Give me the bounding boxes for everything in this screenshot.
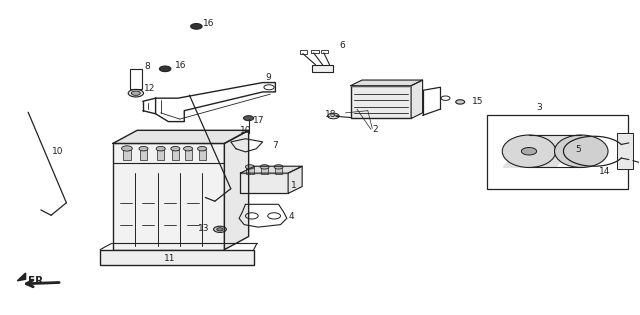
Bar <box>198 150 205 160</box>
Polygon shape <box>225 130 248 249</box>
Bar <box>487 115 628 189</box>
Bar <box>123 150 131 160</box>
Text: 16: 16 <box>175 60 186 70</box>
Circle shape <box>131 91 140 95</box>
Circle shape <box>198 146 207 151</box>
Circle shape <box>122 146 132 151</box>
Bar <box>184 150 191 160</box>
Bar <box>312 65 333 72</box>
Circle shape <box>639 162 640 166</box>
Circle shape <box>456 100 465 104</box>
Circle shape <box>274 165 283 169</box>
Text: 10: 10 <box>52 147 64 156</box>
Bar <box>246 168 253 174</box>
Text: 8: 8 <box>144 62 150 72</box>
Circle shape <box>217 228 223 231</box>
Circle shape <box>260 165 269 169</box>
Bar <box>100 249 253 265</box>
Bar <box>351 86 411 118</box>
Ellipse shape <box>554 135 608 168</box>
Text: 6: 6 <box>339 41 345 49</box>
Text: 12: 12 <box>144 84 156 93</box>
Text: 10: 10 <box>241 126 252 135</box>
Text: 14: 14 <box>599 167 611 176</box>
Text: 5: 5 <box>575 145 580 154</box>
Polygon shape <box>17 273 26 281</box>
Polygon shape <box>504 135 581 167</box>
Bar <box>321 50 328 53</box>
Circle shape <box>328 113 339 119</box>
Circle shape <box>244 116 253 121</box>
Circle shape <box>214 226 227 232</box>
Polygon shape <box>241 166 302 173</box>
Text: 4: 4 <box>288 212 294 221</box>
Text: 13: 13 <box>198 224 209 233</box>
Bar <box>140 150 147 160</box>
Bar <box>113 143 225 249</box>
Polygon shape <box>288 166 302 193</box>
Circle shape <box>184 146 193 151</box>
Bar <box>275 168 282 174</box>
Text: 9: 9 <box>266 73 271 83</box>
Text: FR.: FR. <box>28 277 47 286</box>
Polygon shape <box>351 80 422 86</box>
Text: 15: 15 <box>472 97 483 106</box>
Bar <box>617 133 633 169</box>
Text: 16: 16 <box>204 19 215 28</box>
Polygon shape <box>411 80 422 118</box>
Circle shape <box>128 89 143 97</box>
Circle shape <box>159 66 171 72</box>
Circle shape <box>522 147 537 155</box>
Circle shape <box>171 146 180 151</box>
Text: 7: 7 <box>272 140 278 150</box>
Bar <box>241 173 288 193</box>
Circle shape <box>246 165 254 169</box>
Ellipse shape <box>502 135 556 168</box>
Text: 2: 2 <box>372 125 378 134</box>
Bar <box>157 150 164 160</box>
Bar <box>300 50 307 54</box>
Text: 3: 3 <box>537 103 543 112</box>
Polygon shape <box>113 130 248 143</box>
Bar <box>172 150 179 160</box>
Circle shape <box>191 24 202 29</box>
Bar <box>130 69 141 89</box>
Circle shape <box>156 146 165 151</box>
Text: 1: 1 <box>291 181 297 190</box>
Bar <box>260 168 268 174</box>
Bar <box>311 50 319 53</box>
Text: 11: 11 <box>164 255 175 263</box>
Text: 18: 18 <box>325 110 337 119</box>
Circle shape <box>139 146 148 151</box>
Text: 17: 17 <box>253 117 264 125</box>
